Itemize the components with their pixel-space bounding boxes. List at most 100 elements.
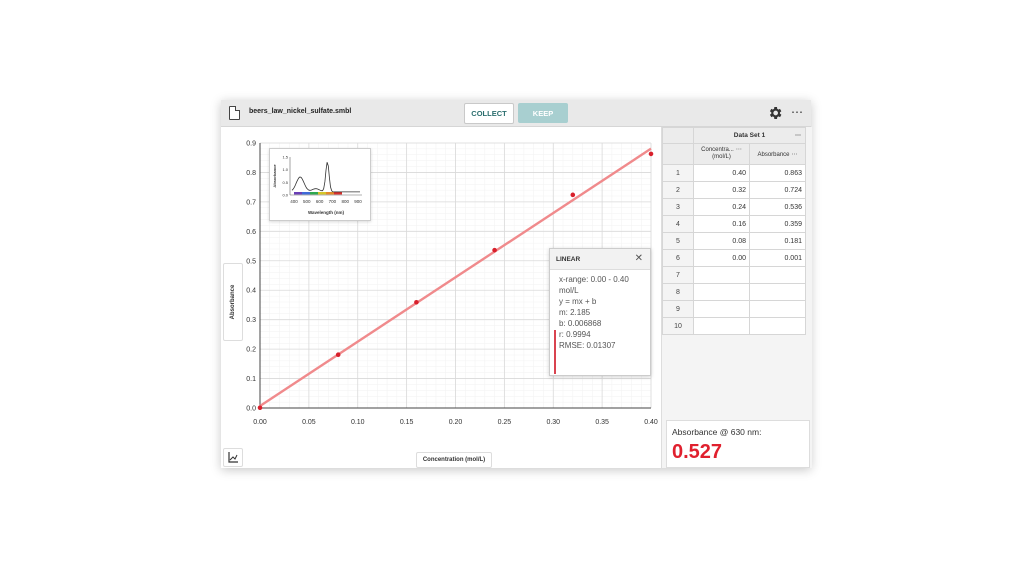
spectrum-band <box>334 192 342 195</box>
graph-tools-button[interactable] <box>223 448 243 467</box>
y-axis-label: Absorbance <box>230 284 236 320</box>
data-point[interactable] <box>257 405 263 411</box>
linear-fit-panel[interactable]: LINEAR ✕ x-range: 0.00 - 0.40 mol/L y = … <box>549 248 651 376</box>
live-meter[interactable]: Absorbance @ 630 nm: 0.527 <box>666 420 810 468</box>
absorbance-cell[interactable]: 0.536 <box>749 198 806 216</box>
absorbance-cell[interactable] <box>749 266 806 284</box>
table-row[interactable]: 8 <box>662 283 806 301</box>
table-row[interactable]: 9 <box>662 300 806 318</box>
table-row[interactable]: 7 <box>662 266 806 284</box>
row-number: 9 <box>662 300 694 318</box>
absorbance-cell[interactable]: 0.001 <box>749 249 806 267</box>
row-number: 7 <box>662 266 694 284</box>
data-table: Data Set 1 ⋯ Concentra... ⋯ (mol/L) Absor… <box>662 127 806 335</box>
keep-button[interactable]: KEEP <box>518 103 568 123</box>
spectrum-curve <box>291 162 360 193</box>
linear-fit-line[interactable] <box>259 147 652 407</box>
concentration-cell[interactable]: 0.16 <box>693 215 750 233</box>
y-tick-label: 0.3 <box>246 317 256 324</box>
concentration-cell[interactable]: 0.32 <box>693 181 750 199</box>
table-row[interactable]: 3 0.24 0.536 <box>662 198 806 216</box>
y-tick-label: 0.7 <box>246 199 256 206</box>
y-tick-label: 0.9 <box>246 141 256 148</box>
y-tick-label: 0.6 <box>246 229 256 236</box>
y-axis-label-button[interactable]: Absorbance <box>223 263 243 341</box>
spectrum-band <box>326 192 334 195</box>
row-number-header <box>662 143 694 165</box>
absorbance-header-label: Absorbance <box>757 151 790 158</box>
concentration-cell[interactable] <box>693 317 750 335</box>
row-number: 4 <box>662 215 694 233</box>
concentration-cell[interactable] <box>693 283 750 301</box>
table-row[interactable]: 6 0.00 0.001 <box>662 249 806 267</box>
absorbance-cell[interactable]: 0.863 <box>749 164 806 182</box>
graph-tools-icon <box>228 452 238 463</box>
data-point[interactable] <box>492 247 497 253</box>
inset-x-tick-label: 600 <box>316 199 324 204</box>
inset-x-tick-label: 400 <box>290 199 298 204</box>
inset-x-tick-label: 800 <box>341 199 349 204</box>
concentration-column-header[interactable]: Concentra... ⋯ (mol/L) <box>693 143 750 165</box>
graph-area[interactable]: 0.00 0.05 0.10 0.15 0.20 0.25 0.30 0.35 0.40 0.0 0… <box>221 127 661 468</box>
fit-intercept: b: 0.006868 <box>559 319 602 328</box>
row-number: 2 <box>662 181 694 199</box>
data-point[interactable] <box>414 299 419 305</box>
spectrum-band <box>318 192 326 195</box>
linear-fit-body: x-range: 0.00 - 0.40 mol/L y = mx + b m:… <box>550 270 650 374</box>
inset-y-tick-label: 1.5 <box>282 155 288 160</box>
x-tick-label: 0.05 <box>302 419 316 426</box>
table-row[interactable]: 2 0.32 0.724 <box>662 181 806 199</box>
dataset-menu-icon[interactable]: ⋯ <box>795 133 801 139</box>
collect-button[interactable]: COLLECT <box>464 103 514 124</box>
absorbance-cell[interactable]: 0.359 <box>749 215 806 233</box>
inset-y-tick-label: 1.0 <box>282 167 288 172</box>
table-row[interactable]: 4 0.16 0.359 <box>662 215 806 233</box>
more-options-icon[interactable]: ⋯ <box>791 105 804 119</box>
concentration-cell[interactable]: 0.00 <box>693 249 750 267</box>
concentration-cell[interactable]: 0.40 <box>693 164 750 182</box>
x-tick-label: 0.25 <box>498 419 512 426</box>
table-row[interactable]: 5 0.08 0.181 <box>662 232 806 250</box>
x-range: x-range: 0.00 - 0.40 <box>559 275 629 284</box>
x-range-unit: mol/L <box>559 286 579 295</box>
table-row[interactable]: 1 0.40 0.863 <box>662 164 806 182</box>
table-row[interactable]: 10 <box>662 317 806 335</box>
spectrum-inset[interactable]: 1.5 1.0 0.5 0.0 400 500 600 700 800 900 Wavelength… <box>269 148 371 221</box>
file-name[interactable]: beers_law_nickel_sulfate.smbl <box>249 108 352 115</box>
y-tick-label: 0.5 <box>246 258 256 265</box>
spectrum-band <box>310 192 318 195</box>
close-icon[interactable]: ✕ <box>634 253 643 264</box>
row-number: 6 <box>662 249 694 267</box>
absorbance-menu-icon[interactable]: ⋯ <box>791 151 798 158</box>
dataset-header[interactable]: Data Set 1 ⋯ <box>693 127 806 144</box>
concentration-cell[interactable]: 0.24 <box>693 198 750 216</box>
x-axis-label-button[interactable]: Concentration (mol/L) <box>416 452 492 468</box>
concentration-menu-icon[interactable]: ⋯ <box>735 147 742 153</box>
absorbance-column-header[interactable]: Absorbance ⋯ <box>749 143 806 165</box>
meter-value: 0.527 <box>672 441 723 463</box>
absorbance-cell[interactable] <box>749 283 806 301</box>
concentration-cell[interactable] <box>693 266 750 284</box>
fit-color-bar <box>554 330 556 374</box>
concentration-header-label: Concentra... <box>701 147 734 153</box>
concentration-cell[interactable]: 0.08 <box>693 232 750 250</box>
absorbance-cell[interactable] <box>749 317 806 335</box>
row-number: 5 <box>662 232 694 250</box>
data-point[interactable] <box>648 151 654 157</box>
fit-correlation: r: 0.9994 <box>559 330 591 339</box>
meter-label: Absorbance @ 630 nm: <box>672 427 762 437</box>
file-icon[interactable] <box>229 106 240 120</box>
concentration-cell[interactable] <box>693 300 750 318</box>
linear-fit-title: LINEAR <box>556 256 581 263</box>
spectrum-band <box>302 192 310 195</box>
data-point[interactable] <box>570 192 576 198</box>
x-tick-label: 0.35 <box>595 419 609 426</box>
inset-x-axis-label: Wavelength (nm) <box>308 210 345 215</box>
absorbance-cell[interactable]: 0.181 <box>749 232 806 250</box>
absorbance-cell[interactable]: 0.724 <box>749 181 806 199</box>
x-tick-label: 0.30 <box>546 419 560 426</box>
absorbance-cell[interactable] <box>749 300 806 318</box>
data-sidebar: Data Set 1 ⋯ Concentra... ⋯ (mol/L) Absor… <box>661 127 812 468</box>
data-point[interactable] <box>335 352 341 358</box>
gear-icon[interactable] <box>767 105 783 121</box>
